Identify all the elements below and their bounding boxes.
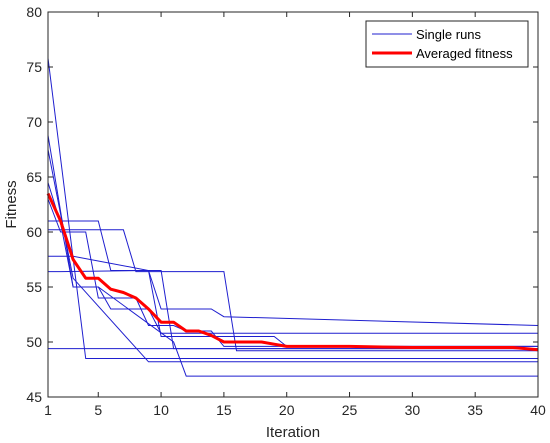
y-tick-label-50: 50 [26, 334, 42, 350]
y-tick-label-60: 60 [26, 224, 42, 240]
x-tick-label-1: 1 [44, 402, 52, 418]
y-tick-label-70: 70 [26, 114, 42, 130]
single-run-line-2 [47, 58, 538, 359]
x-tick-label-20: 20 [279, 402, 295, 418]
y-axis-label: Fitness [3, 180, 20, 228]
legend-label-averaged-fitness: Averaged fitness [416, 46, 513, 61]
y-tick-label-75: 75 [26, 59, 42, 75]
plot-frame [47, 11, 539, 398]
legend: Single runs Averaged fitness [365, 20, 529, 68]
x-tick-label-30: 30 [405, 402, 421, 418]
y-tick-label-80: 80 [26, 4, 42, 20]
x-tick-label-5: 5 [94, 402, 102, 418]
series-layer [46, 58, 539, 377]
single-run-line-9 [48, 269, 539, 326]
y-tick-label-65: 65 [26, 169, 42, 185]
single-run-line-4 [47, 149, 538, 363]
x-tick-label-35: 35 [467, 402, 483, 418]
x-tick-label-40: 40 [530, 402, 546, 418]
x-tick-label-25: 25 [342, 402, 358, 418]
x-tick-label-10: 10 [153, 402, 169, 418]
single-run-line-3 [47, 135, 538, 377]
y-tick-label-55: 55 [26, 279, 42, 295]
legend-box [365, 20, 529, 68]
legend-label-single-runs: Single runs [416, 27, 482, 42]
y-tick-label-45: 45 [26, 389, 42, 405]
averaged-fitness-line [46, 192, 539, 352]
x-axis-label: Iteration [266, 424, 320, 441]
plot-area [48, 12, 538, 397]
x-tick-label-15: 15 [216, 402, 232, 418]
single-run-line-7 [48, 229, 538, 352]
